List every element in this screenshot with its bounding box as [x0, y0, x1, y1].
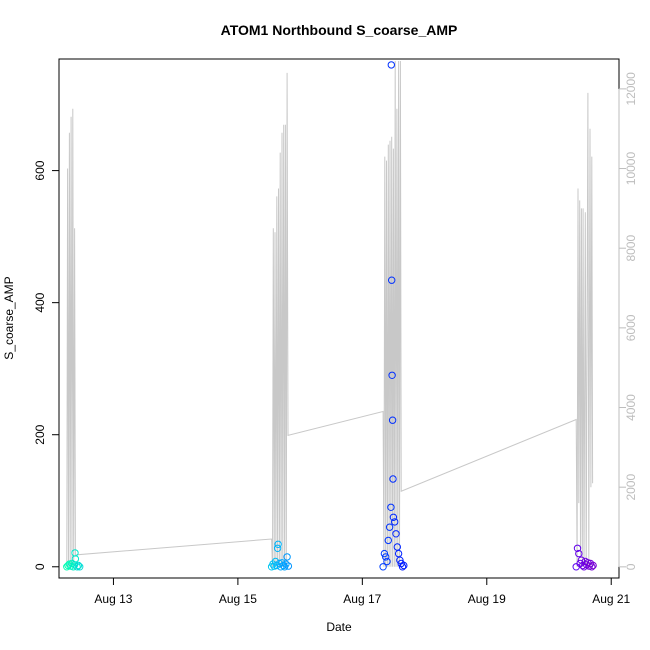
line-series-path: [66, 60, 594, 567]
y-right-tick-label: 10000: [624, 152, 638, 186]
data-point: [76, 563, 84, 571]
y-right-tick-label: 6000: [624, 314, 638, 341]
data-point: [389, 475, 397, 483]
data-point: [588, 563, 596, 571]
data-point: [391, 518, 399, 526]
data-point: [71, 555, 80, 563]
data-point: [577, 556, 586, 564]
chart-title: ATOM1 Northbound S_coarse_AMP: [221, 22, 458, 38]
data-point: [74, 561, 83, 570]
x-axis-label: Date: [326, 620, 352, 634]
data-point: [573, 544, 582, 552]
data-point: [396, 556, 404, 564]
y-right-tick-label: 8000: [624, 235, 638, 262]
data-point: [380, 549, 389, 558]
y-left-tick-label: 400: [33, 292, 47, 312]
data-point: [392, 530, 400, 538]
y-axis-right: 0 2000 4000 6000 8000 10000 12000: [618, 72, 638, 570]
data-point: [388, 276, 396, 284]
y-right-tick-label: 4000: [624, 394, 638, 421]
data-point: [398, 563, 407, 571]
y-right-tick-label: 2000: [624, 474, 638, 501]
plot-frame: [58, 58, 620, 579]
x-tick-label: Aug 13: [94, 592, 132, 606]
data-point: [400, 561, 408, 570]
data-point: [387, 61, 395, 69]
data-point: [284, 562, 293, 570]
y-axis-label: S_coarse_AMP: [2, 276, 16, 359]
data-point: [388, 371, 396, 379]
y-left-tick-label: 200: [33, 424, 47, 444]
data-point: [389, 513, 398, 521]
x-tick-label: Aug 19: [468, 592, 506, 606]
line-series: [66, 60, 594, 567]
data-point: [385, 523, 394, 531]
y-right-tick-label: 12000: [624, 72, 638, 106]
x-axis: Aug 13 Aug 15 Aug 17 Aug 19 Aug 21: [94, 577, 631, 606]
data-point: [575, 549, 583, 558]
data-point: [274, 540, 282, 548]
data-point: [283, 553, 291, 561]
data-point: [384, 536, 392, 545]
data-point: [382, 553, 390, 561]
data-point: [589, 561, 597, 570]
data-point: [388, 416, 397, 424]
data-point: [387, 503, 395, 511]
point-series: [63, 61, 597, 571]
x-tick-label: Aug 21: [592, 592, 630, 606]
data-point: [273, 544, 282, 552]
data-point: [73, 563, 81, 571]
data-point: [282, 560, 290, 568]
y-right-tick-label: 0: [624, 563, 638, 570]
x-tick-label: Aug 15: [219, 592, 257, 606]
y-axis-left: 0 200 400 600: [33, 160, 60, 570]
data-point: [379, 563, 387, 571]
x-tick-label: Aug 17: [343, 592, 381, 606]
y-left-tick-label: 0: [33, 563, 47, 570]
data-point: [383, 557, 391, 566]
y-left-tick-label: 600: [33, 160, 47, 180]
